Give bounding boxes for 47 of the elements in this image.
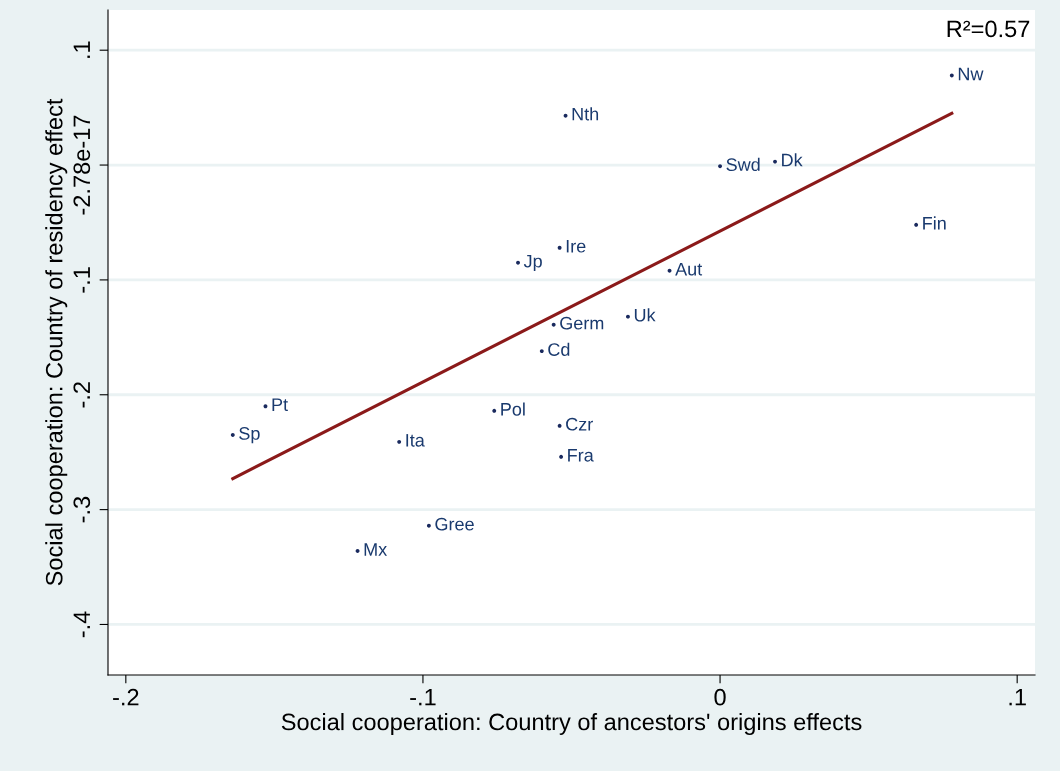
point — [492, 408, 497, 413]
annotation: Uk — [634, 308, 656, 322]
point — [557, 423, 562, 428]
annotation: Ita — [406, 434, 425, 447]
point — [230, 432, 235, 437]
annotation: Germ — [560, 316, 604, 330]
point — [355, 548, 360, 553]
annotation: Aut — [675, 262, 703, 276]
x-axis-title: Social cooperation: Country of ancestors' origins effects — [281, 712, 862, 735]
annotation: Fra — [568, 449, 594, 462]
point — [773, 159, 777, 164]
point — [397, 439, 402, 444]
annotation: Nth — [572, 107, 599, 121]
point — [426, 523, 431, 528]
point — [625, 314, 630, 319]
annotation: Fin — [923, 216, 946, 230]
annotation: Sp — [239, 427, 260, 444]
annotation: Nw — [958, 67, 984, 81]
y-tick-label: -.1 — [73, 267, 90, 293]
point — [516, 260, 520, 265]
point — [557, 245, 562, 250]
x-tick-label: -.1 — [410, 689, 436, 706]
point — [539, 349, 544, 354]
y-tick-label: -.4 — [73, 611, 90, 638]
x-tick-label: -.2 — [113, 688, 139, 706]
annotation: Gree — [435, 517, 474, 531]
x-tick-label: 0 — [714, 688, 726, 706]
point — [914, 222, 919, 227]
y-tick-label: .1 — [73, 41, 90, 58]
point — [551, 322, 556, 327]
annotation: Pt — [272, 398, 288, 412]
annotation: Czr — [566, 417, 593, 431]
y-tick-label: -.2 — [73, 382, 90, 408]
annotation: R²=0.57 — [947, 20, 1030, 38]
point — [559, 454, 564, 459]
y-tick-label: -2.78e-17 — [73, 115, 91, 215]
annotation: Jp — [523, 254, 542, 272]
annotation: Swd — [726, 157, 760, 172]
point — [718, 164, 723, 169]
annotation: Cd — [548, 342, 570, 356]
annotation: Ire — [566, 239, 586, 253]
annotation: Mx — [364, 543, 388, 556]
annotation: Pol — [501, 402, 525, 416]
x-tick-label: .1 — [1009, 689, 1026, 706]
y-tick-label: -.3 — [73, 496, 91, 523]
y-axis-title: Social cooperation: Country of residency effect — [45, 98, 68, 586]
annotation: Dk — [782, 153, 803, 167]
